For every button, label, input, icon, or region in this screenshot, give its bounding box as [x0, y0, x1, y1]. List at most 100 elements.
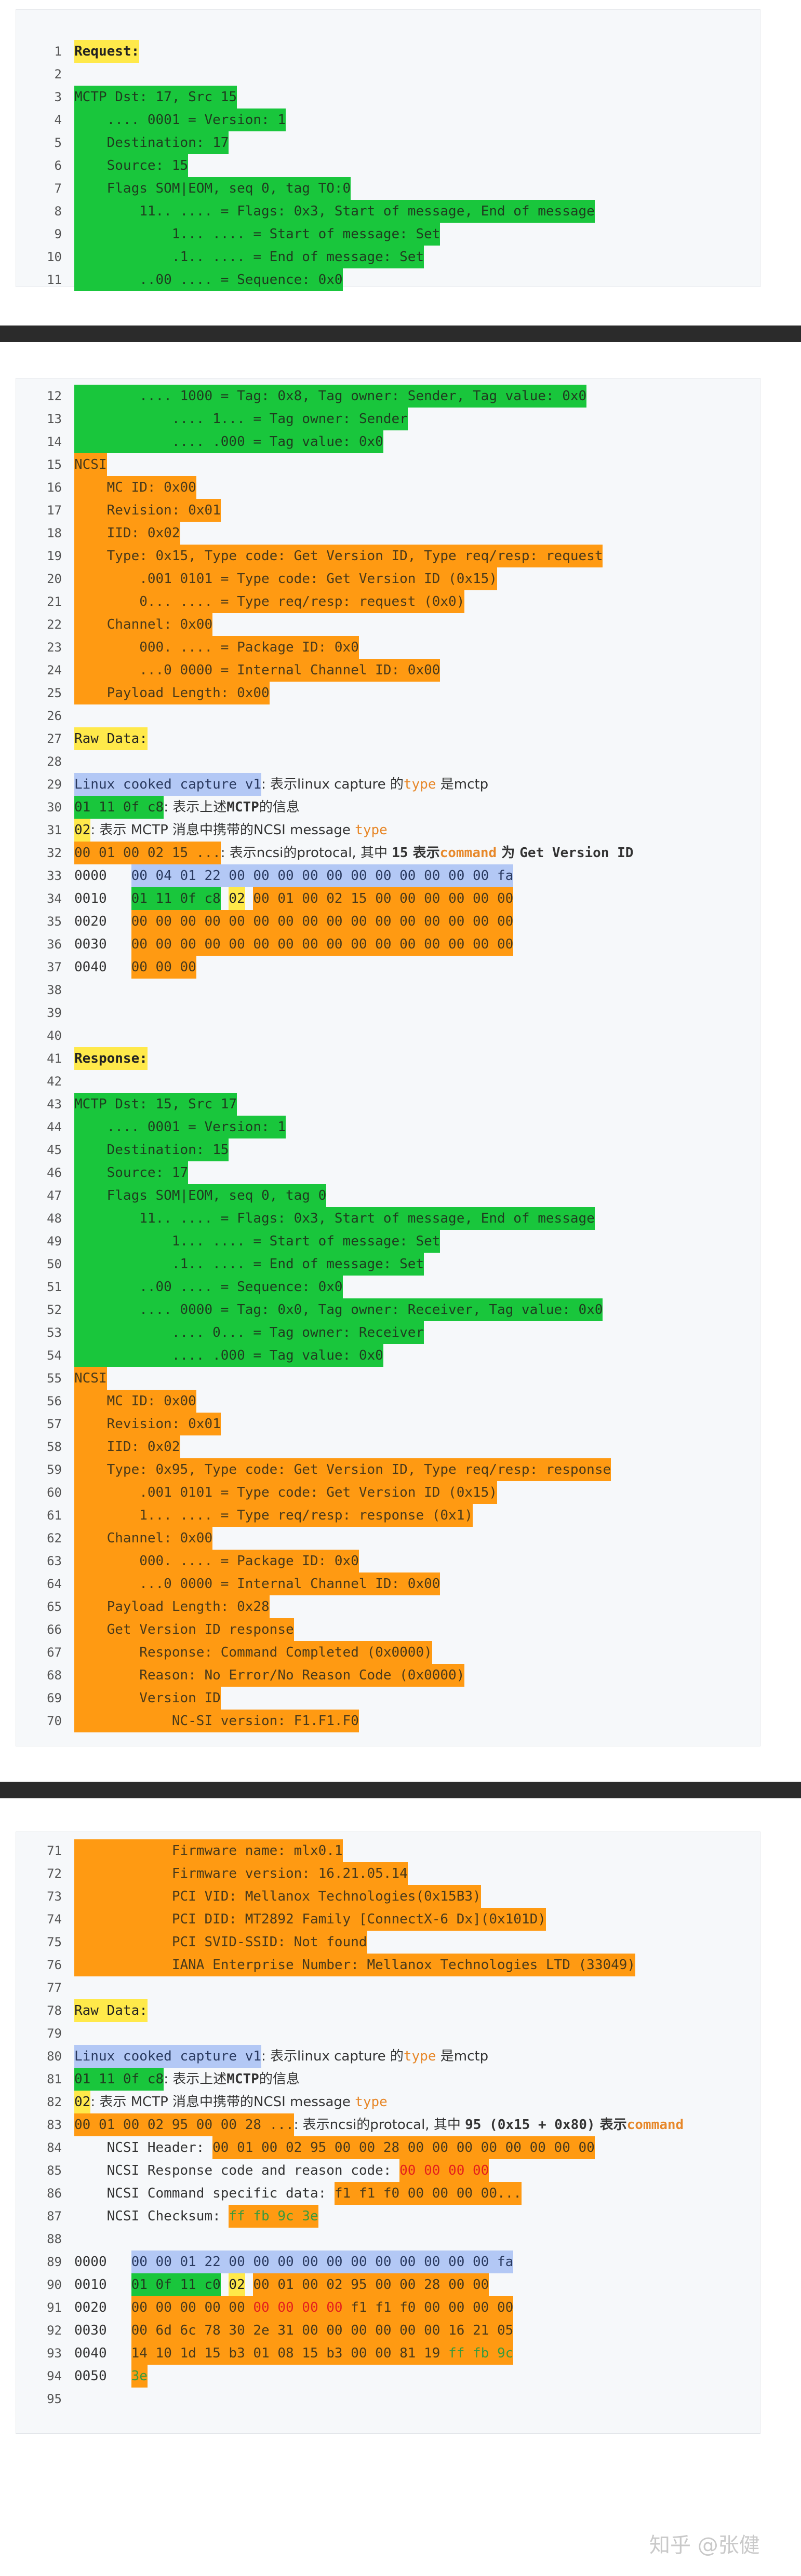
code-line: 95: [16, 2388, 760, 2410]
code-line: 18 IID: 0x02: [16, 522, 760, 545]
code-line: 68 Reason: No Error/No Reason Code (0x00…: [16, 1664, 760, 1687]
code-text: NCSI: [74, 453, 107, 476]
code-line: 7 Flags SOM|EOM, seq 0, tag TO:0: [16, 177, 760, 200]
line-number: 62: [47, 1531, 62, 1545]
code-segment: Type: 0x95, Type code: Get Version ID, T…: [74, 1458, 611, 1481]
line-number: 71: [47, 1843, 62, 1858]
line-number: 31: [47, 823, 62, 837]
line-number: 94: [47, 2369, 62, 2383]
code-segment: Raw Data:: [74, 727, 148, 750]
code-text: Type: 0x15, Type code: Get Version ID, T…: [74, 545, 603, 567]
section-divider: [0, 1782, 801, 1798]
code-segment: 00 00 00 00 00: [131, 2296, 253, 2319]
line-number: 21: [47, 594, 62, 609]
code-segment: IID: 0x02: [74, 1435, 180, 1458]
line-number: 8: [54, 204, 62, 219]
code-segment: 01 11 0f c8: [131, 887, 221, 910]
code-segment: 1... .... = Start of message: Set: [74, 1230, 440, 1253]
line-number: 92: [47, 2323, 62, 2338]
line-number: 2: [54, 67, 62, 82]
code-line: 41 Response:: [16, 1047, 760, 1070]
code-segment: .001 0101 = Type code: Get Version ID (0…: [74, 1481, 497, 1504]
code-text: PCI DID: MT2892 Family [ConnectX-6 Dx](0…: [74, 1908, 546, 1931]
code-text: Raw Data:: [74, 1999, 148, 2022]
line-number: 51: [47, 1280, 62, 1294]
code-segment: Flags SOM|EOM, seq 0, tag TO:0: [74, 177, 351, 200]
code-segment: 0000: [74, 2254, 131, 2270]
code-segment: Response: Command Completed (0x0000): [74, 1641, 432, 1664]
code-segment: Channel: 0x00: [74, 1527, 213, 1550]
code-segment: ff fb 9c: [448, 2342, 514, 2365]
code-segment: 0020: [74, 914, 131, 929]
code-segment: 01 11 0f c8: [74, 796, 164, 819]
code-segment: 0030: [74, 937, 131, 952]
code-line: 4 .... 0001 = Version: 1: [16, 109, 760, 131]
code-text: NCSI Response code and reason code: 00 0…: [74, 2159, 489, 2182]
code-text: Firmware version: 16.21.05.14: [74, 1862, 408, 1885]
line-number: 11: [47, 273, 62, 287]
line-number: 12: [47, 389, 62, 403]
code-text: 00 01 00 02 95 00 00 28 ...: 表示ncsi的prot…: [74, 2113, 684, 2136]
code-line: 82 02: 表示 MCTP 消息中携带的NCSI message type: [16, 2091, 760, 2113]
code-text: Destination: 17: [74, 131, 229, 154]
code-text: .... 0000 = Tag: 0x0, Tag owner: Receive…: [74, 1298, 603, 1321]
code-segment: 0000: [74, 868, 131, 884]
code-text: 0040 14 10 1d 15 b3 01 08 15 b3 00 00 81…: [74, 2342, 514, 2365]
code-segment: 00 00 00 00 00 00 00 00 00 00 00 00 00 0…: [131, 933, 514, 956]
line-number: 85: [47, 2163, 62, 2178]
line-number: 15: [47, 457, 62, 472]
code-line: 16 MC ID: 0x00: [16, 476, 760, 499]
code-line: 10 .1.. .... = End of message: Set: [16, 246, 760, 268]
code-line: 67 Response: Command Completed (0x0000): [16, 1641, 760, 1664]
code-line: 20 .001 0101 = Type code: Get Version ID…: [16, 567, 760, 590]
code-text: MCTP Dst: 17, Src 15: [74, 86, 237, 109]
line-number: 83: [47, 2118, 62, 2132]
code-segment: MC ID: 0x00: [74, 476, 196, 499]
code-text: 0030 00 00 00 00 00 00 00 00 00 00 00 00…: [74, 933, 514, 956]
code-line: 66 Get Version ID response: [16, 1618, 760, 1641]
code-segment: 00 6d 6c 78 30 2e 31 00 00 00 00 00 00 1…: [131, 2319, 514, 2342]
line-number: 35: [47, 914, 62, 929]
code-line: 86 NCSI Command specific data: f1 f1 f0 …: [16, 2182, 760, 2205]
code-segment: 表示: [408, 845, 440, 861]
code-text: 02: 表示 MCTP 消息中携带的NCSI message type: [74, 819, 388, 842]
code-segment: Linux cooked capture v1: [74, 773, 262, 796]
code-segment: 是mctp: [436, 2049, 489, 2064]
code-line: 63 000. .... = Package ID: 0x0: [16, 1550, 760, 1572]
code-segment: 1... .... = Start of message: Set: [74, 223, 440, 246]
code-line: 17 Revision: 0x01: [16, 499, 760, 522]
code-line: 55 NCSI: [16, 1367, 760, 1390]
code-line: 3 MCTP Dst: 17, Src 15: [16, 86, 760, 109]
code-line: 73 PCI VID: Mellanox Technologies(0x15B3…: [16, 1885, 760, 1908]
code-line: 15 NCSI: [16, 453, 760, 476]
code-text: Source: 17: [74, 1161, 189, 1184]
code-line: 31 02: 表示 MCTP 消息中携带的NCSI message type: [16, 819, 760, 842]
line-number: 42: [47, 1074, 62, 1089]
code-line: 49 1... .... = Start of message: Set: [16, 1230, 760, 1253]
code-text: Linux cooked capture v1: 表示linux capture…: [74, 773, 488, 796]
line-number: 20: [47, 572, 62, 586]
code-segment: Revision: 0x01: [74, 499, 221, 522]
line-number: 58: [47, 1440, 62, 1454]
line-number: 34: [47, 891, 62, 906]
line-number: 77: [47, 1981, 62, 1995]
line-number: 70: [47, 1714, 62, 1728]
line-number: 69: [47, 1691, 62, 1705]
code-text: Payload Length: 0x00: [74, 682, 270, 704]
code-line: 57 Revision: 0x01: [16, 1413, 760, 1435]
code-segment: 000. .... = Package ID: 0x0: [74, 1550, 359, 1572]
line-number: 33: [47, 869, 62, 883]
code-segment: ..00 .... = Sequence: 0x0: [74, 268, 343, 291]
code-line: 27 Raw Data:: [16, 727, 760, 750]
code-line: 74 PCI DID: MT2892 Family [ConnectX-6 Dx…: [16, 1908, 760, 1931]
code-text: 0000 00 04 01 22 00 00 00 00 00 00 00 00…: [74, 864, 514, 887]
code-segment: NCSI Checksum:: [74, 2208, 229, 2224]
code-line: 28: [16, 750, 760, 773]
code-segment: 0040: [74, 2345, 131, 2361]
code-text: .... .000 = Tag value: 0x0: [74, 1344, 383, 1367]
code-line: 94 0050 3e: [16, 2365, 760, 2388]
line-number: 73: [47, 1889, 62, 1904]
code-segment: : 表示ncsi的protocal, 其中: [293, 2117, 465, 2133]
code-segment: 15: [392, 845, 408, 861]
code-line: 30 01 11 0f c8: 表示上述MCTP的信息: [16, 796, 760, 819]
